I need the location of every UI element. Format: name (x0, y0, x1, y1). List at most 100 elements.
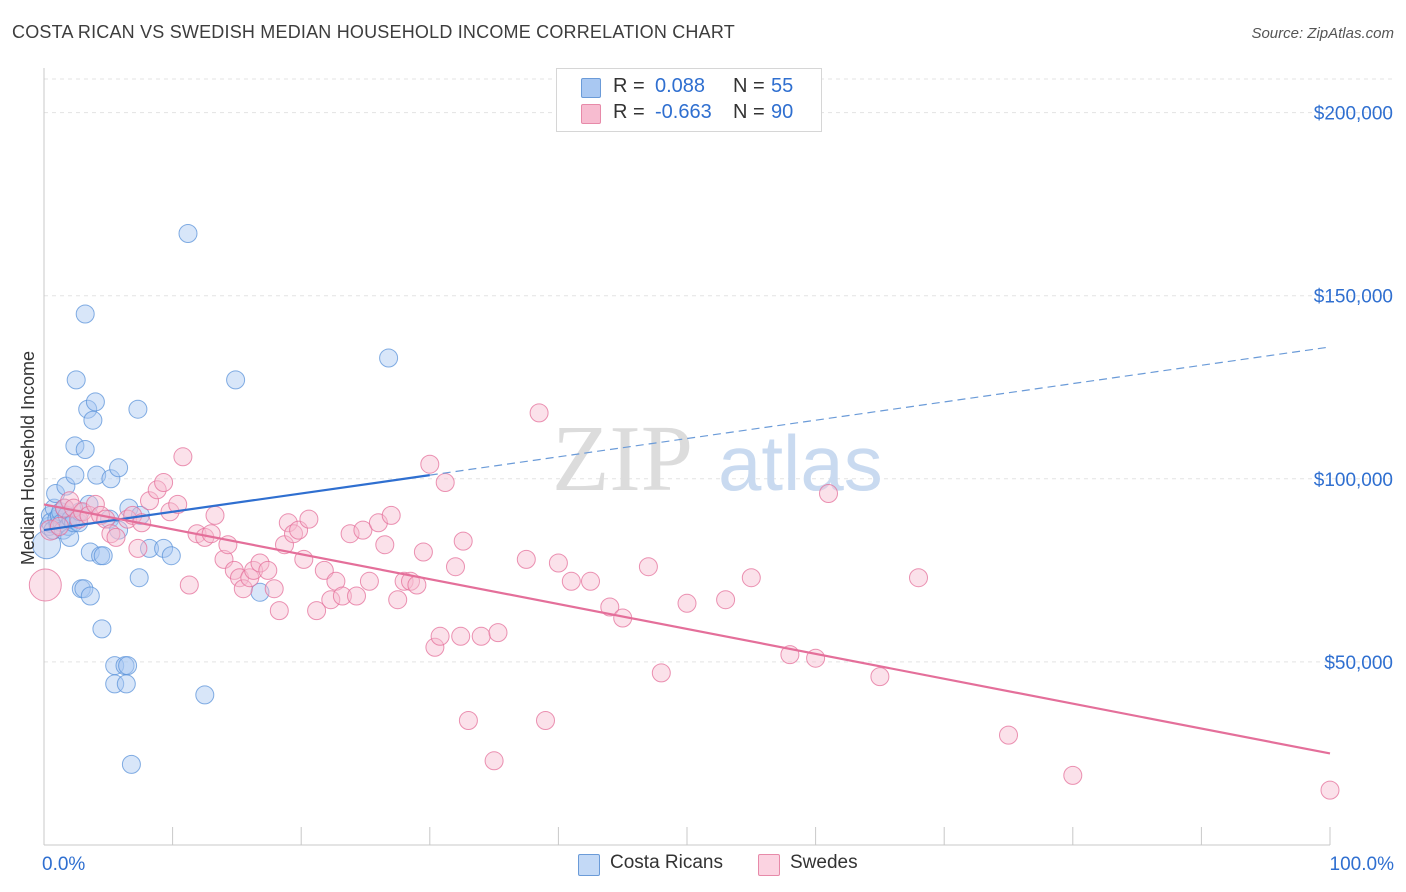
point-swedes (819, 484, 838, 503)
point-swedes (314, 560, 334, 580)
point-costa-ricans (161, 546, 181, 566)
point-swedes (413, 542, 433, 562)
point-swedes (716, 590, 736, 610)
point-swedes (394, 571, 414, 591)
source-credit: Source: ZipAtlas.com (1251, 25, 1394, 42)
point-swedes (600, 597, 620, 617)
point-swedes (154, 473, 174, 492)
point-swedes (258, 560, 278, 580)
point-swedes (999, 725, 1018, 745)
point-swedes (581, 571, 600, 591)
y-tick-label: $150,000 (1314, 287, 1393, 308)
x-tick-label-min: 0.0% (42, 854, 85, 875)
point-swedes (446, 557, 465, 577)
r-value: 0.088 (655, 75, 706, 97)
point-swedes (425, 637, 445, 657)
point-swedes (909, 568, 928, 588)
n-label: N = (733, 101, 765, 123)
axis-labels: $50,000 $100,000 $150,000 $200,000 0.0% 100.0… (18, 104, 1394, 875)
point-costa-ricans (105, 674, 125, 694)
point-swedes (453, 531, 473, 551)
point-costa-ricans (80, 586, 100, 606)
point-costa-ricans (118, 656, 138, 676)
point-costa-ricans (75, 440, 95, 459)
axes (43, 68, 1331, 846)
watermark: ZIP atlas (552, 407, 883, 511)
point-swedes (264, 579, 284, 599)
point-swedes (458, 711, 478, 730)
point-swedes (651, 663, 671, 683)
point-swedes (1320, 780, 1340, 800)
point-costa-ricans (379, 348, 399, 368)
point-swedes (388, 590, 408, 610)
point-swedes (381, 505, 401, 525)
point-swedes (201, 524, 221, 544)
point-costa-ricans (116, 674, 136, 694)
y-tick-label: $200,000 (1314, 104, 1393, 125)
point-swedes (353, 520, 373, 540)
point-costa-ricans (78, 399, 98, 419)
point-swedes (870, 667, 890, 687)
point-swedes (244, 560, 264, 580)
point-swedes (677, 593, 697, 613)
point-swedes (179, 575, 199, 595)
trend-line-costa-ricans-extension (429, 346, 1331, 476)
point-costa-ricans (74, 579, 94, 599)
point-costa-ricans (83, 410, 103, 430)
trend-line-swedes (43, 503, 1331, 755)
point-costa-ricans (92, 619, 112, 639)
point-costa-ricans (250, 582, 270, 602)
point-costa-ricans (154, 538, 174, 558)
n-value: 55 (771, 75, 794, 97)
point-swedes (321, 590, 341, 610)
point-costa-ricans (87, 465, 107, 485)
point-costa-ricans (75, 304, 95, 324)
point-swedes (638, 557, 658, 577)
point-swedes (340, 524, 360, 544)
point-swedes (307, 601, 327, 621)
point-swedes (347, 586, 366, 606)
point-costa-ricans (121, 754, 141, 774)
point-swedes (250, 553, 270, 573)
point-swedes (147, 480, 167, 500)
point-swedes (168, 494, 188, 514)
point-swedes (140, 491, 159, 511)
legend-swatch-swedes (758, 854, 780, 876)
watermark-zip: ZIP (552, 407, 693, 511)
point-swedes (106, 527, 126, 547)
point-costa-ricans (66, 370, 86, 390)
point-costa-ricans (65, 465, 85, 485)
point-costa-ricans (85, 392, 105, 412)
point-swedes (375, 535, 395, 555)
y-tick-label: $100,000 (1314, 470, 1393, 491)
chart-title: COSTA RICAN VS SWEDISH MEDIAN HOUSEHOLD … (12, 22, 735, 42)
n-value: 90 (771, 101, 794, 123)
point-swedes (128, 538, 148, 558)
r-value: -0.663 (655, 101, 712, 123)
point-swedes (101, 524, 121, 544)
point-swedes (332, 586, 352, 606)
point-costa-ricans (65, 436, 85, 456)
legend-label: Swedes (790, 852, 858, 873)
point-swedes (561, 571, 581, 591)
point-costa-ricans (80, 542, 100, 562)
point-swedes (173, 447, 193, 467)
point-swedes (536, 711, 555, 730)
point-costa-ricans (93, 546, 113, 566)
point-swedes (284, 524, 303, 544)
point-swedes (299, 509, 319, 529)
point-swedes (488, 623, 508, 643)
point-costa-ricans (178, 224, 198, 243)
legend-swatch-costa-ricans (578, 854, 600, 876)
legend-label: Costa Ricans (610, 852, 723, 873)
r-label: R = (613, 75, 645, 97)
point-swedes (435, 473, 455, 492)
watermark-atlas: atlas (718, 419, 883, 507)
n-label: N = (733, 75, 765, 97)
point-swedes (529, 403, 549, 423)
legend-swatch-costa-ricans (581, 78, 601, 98)
point-costa-ricans (109, 458, 129, 478)
point-swedes (484, 751, 504, 771)
point-costa-ricans (195, 685, 215, 705)
